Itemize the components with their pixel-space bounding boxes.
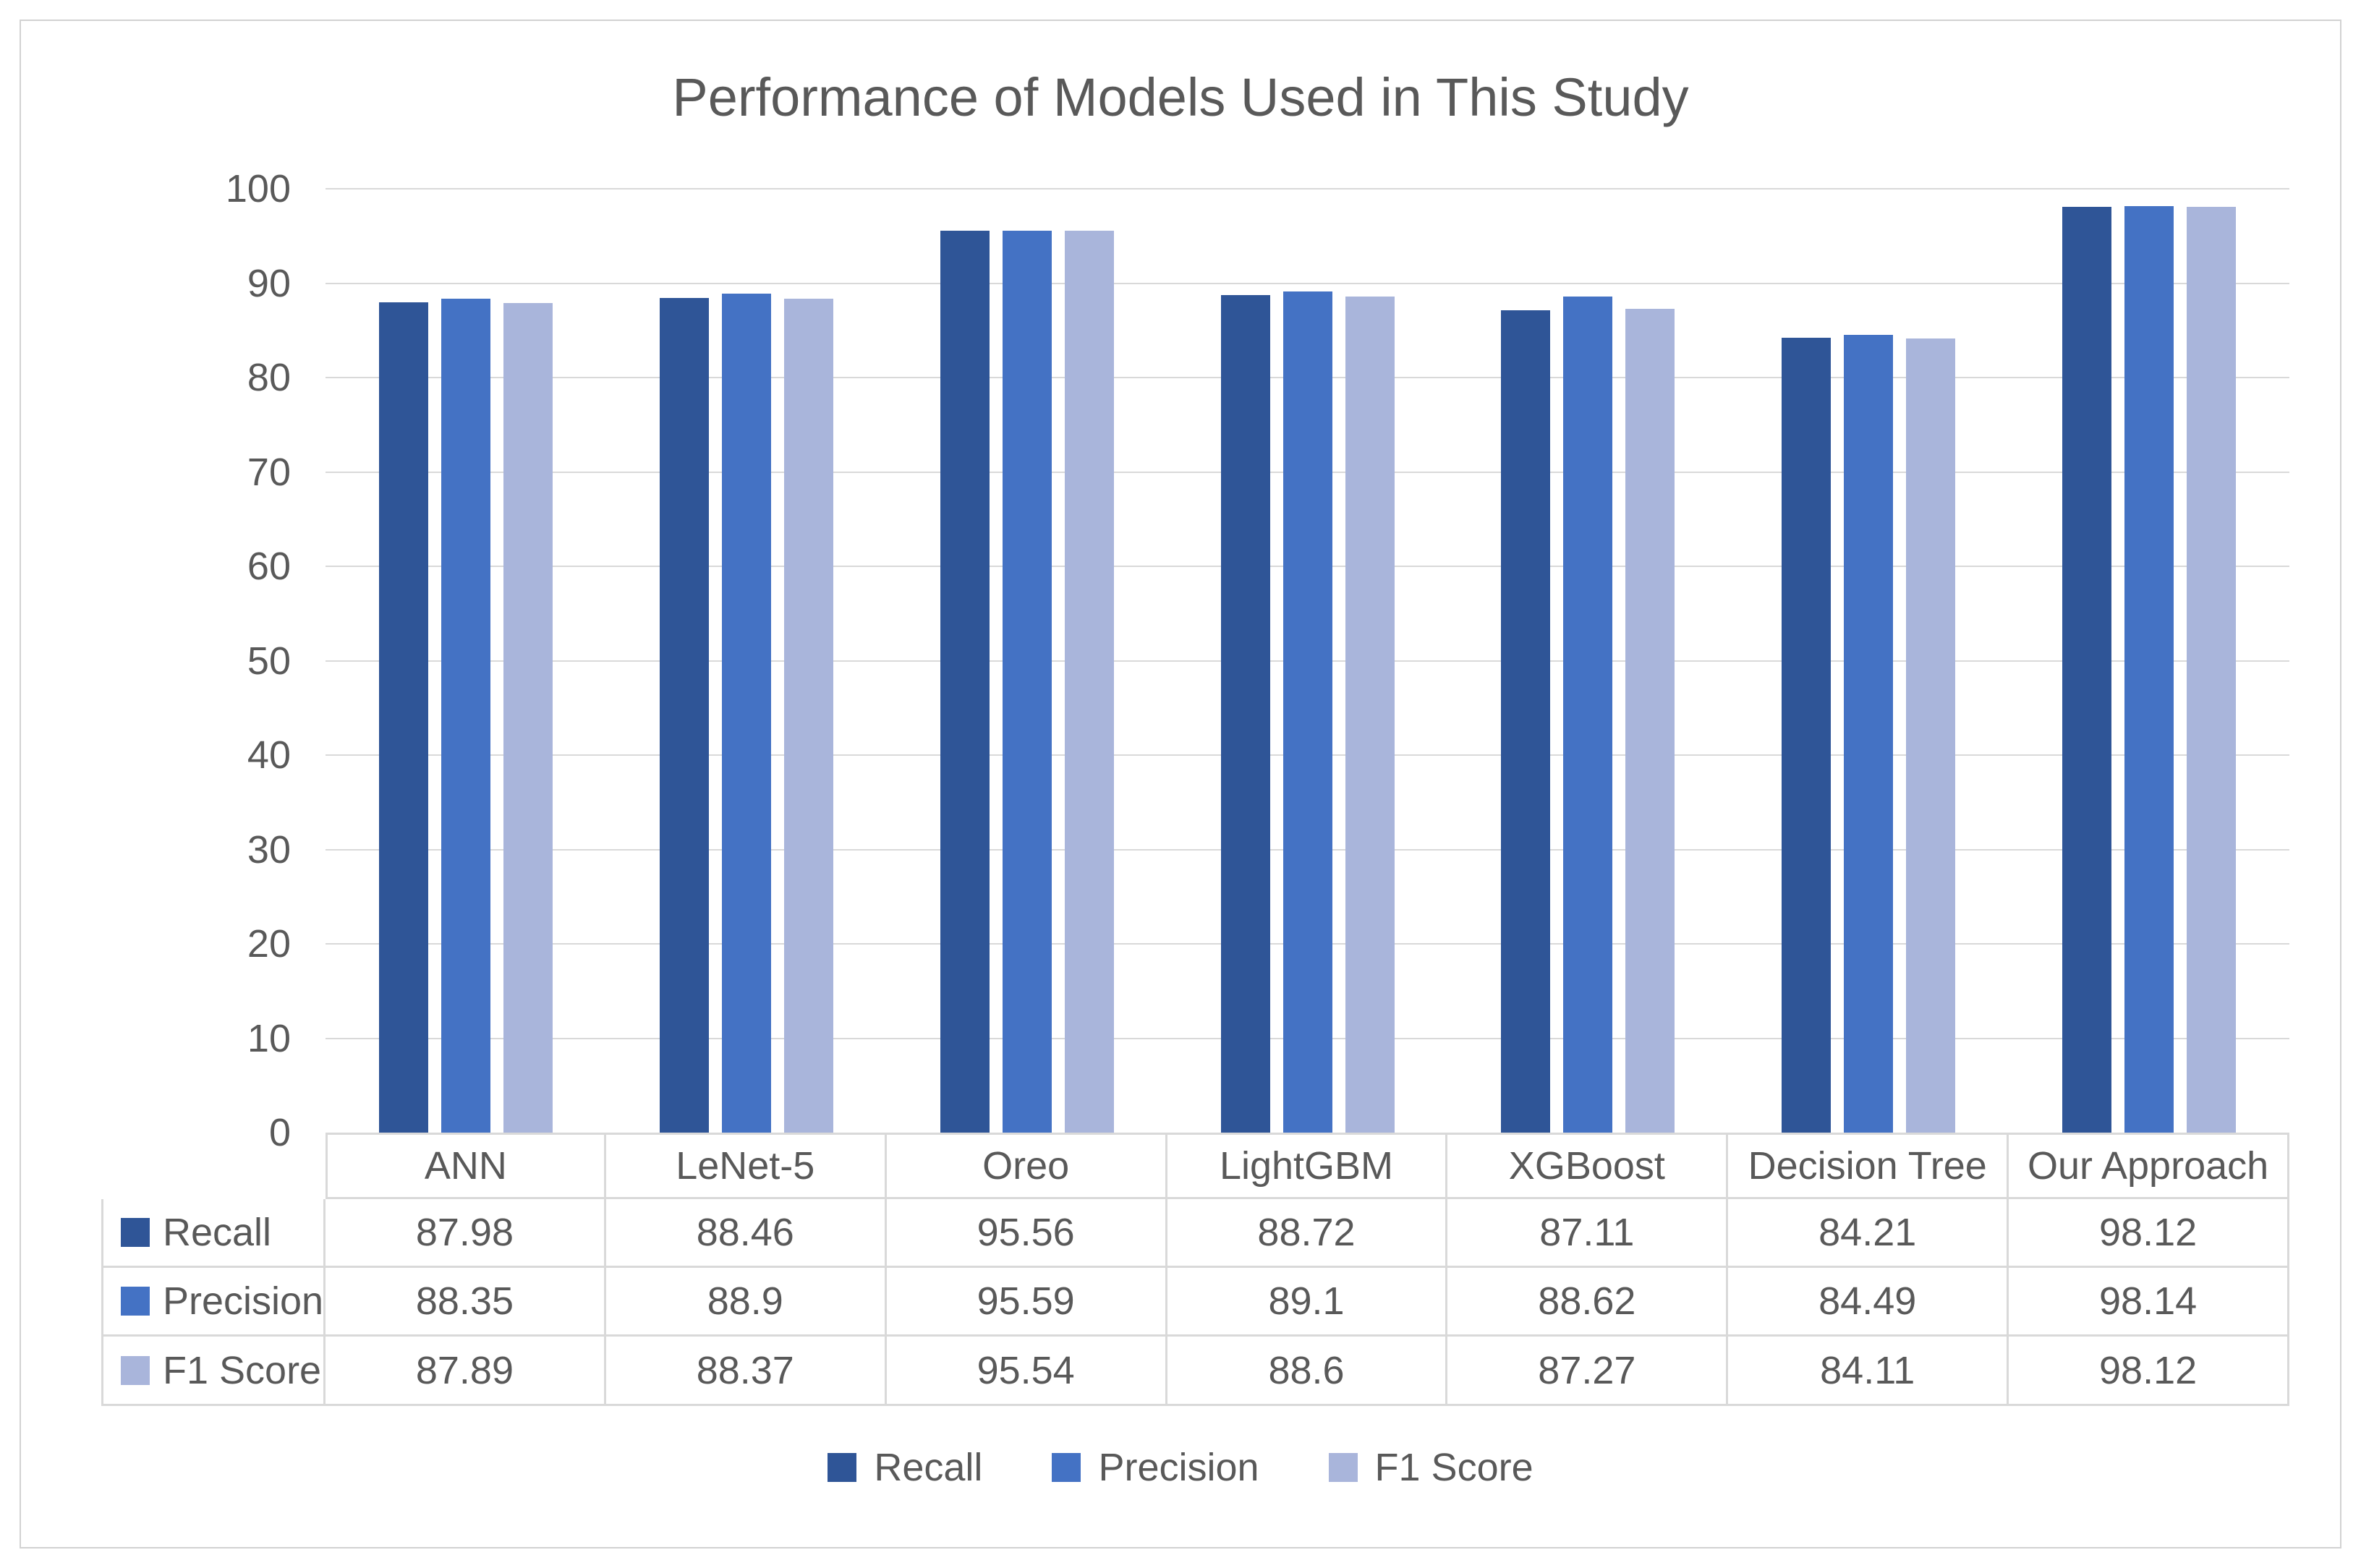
table-corner-cell [101,1133,326,1199]
legend-label: Precision [1098,1446,1259,1489]
legend-key-square [828,1453,857,1482]
table-value-cell: 98.12 [2009,1199,2289,1268]
table-category-header: LeNet-5 [605,1133,887,1199]
bar-group-xgboost [1447,189,1728,1133]
table-value-cell: 88.35 [326,1268,606,1337]
bar-recall [1501,310,1551,1133]
legend-item: Recall [828,1445,982,1490]
table-category-header: XGBoost [1447,1133,1729,1199]
bar-group-lightgbm [1167,189,1448,1133]
table-row-header: Precision [101,1268,326,1337]
chart-and-table-grid: 0 10 20 30 40 50 60 70 80 90 100 ANN LeNet-5 Oreo Lig… [101,169,2289,1406]
gridline [326,282,2289,284]
table-value-cell: 95.54 [886,1337,1167,1406]
y-tick-label: 50 [247,639,291,683]
bar-recall [2062,206,2112,1133]
table-category-header: Oreo [886,1133,1167,1199]
legend-key-square [1328,1453,1358,1482]
table-value-cell: 88.62 [1447,1268,1729,1337]
plot-area [326,188,2289,1133]
y-tick-label: 80 [247,356,291,399]
table-value-cell: 87.98 [326,1199,606,1268]
legend-label: F1 Score [1374,1446,1533,1489]
table-value-cell: 87.27 [1447,1337,1729,1406]
table-value-cell: 98.14 [2009,1268,2289,1337]
bar-precision [1844,335,1894,1133]
chart-frame: Performance of Models Used in This Study… [20,20,2341,1548]
y-tick-label: 40 [247,733,291,777]
table-category-header: LightGBM [1167,1133,1448,1199]
bar-group-decision-tree [1728,189,2009,1133]
bar-precision [2124,206,2174,1133]
y-tick-label: 10 [247,1016,291,1060]
table-category-header: ANN [326,1133,606,1199]
table-row-header: F1 Score [101,1337,326,1406]
chart-title: Performance of Models Used in This Study [672,67,1689,127]
table-value-cell: 84.11 [1728,1337,2009,1406]
table-value-cell: 88.6 [1167,1337,1448,1406]
y-tick-label: 60 [247,545,291,588]
legend-key-square [1052,1453,1081,1482]
table-row-header: Recall [101,1199,326,1268]
table-value-cell: 95.56 [886,1199,1167,1268]
bar-precision [441,299,490,1133]
bar-group-lenet-5 [606,189,887,1133]
table-value-cell: 84.21 [1728,1199,2009,1268]
table-value-cell: 87.11 [1447,1199,1729,1268]
table-value-cell: 88.37 [605,1337,887,1406]
legend-item: F1 Score [1328,1445,1533,1490]
bar-f1-score [1906,338,1956,1133]
bar-recall [378,302,428,1133]
bar-group-our-approach [2009,189,2289,1133]
table-category-header: Decision Tree [1728,1133,2009,1199]
table-category-header: Our Approach [2009,1133,2289,1199]
bar-f1-score [1345,296,1395,1133]
legend-key-square [121,1287,150,1316]
bar-group-ann [326,189,606,1133]
table-row-label: F1 Score [163,1348,322,1392]
bar-group-oreo [887,189,1167,1133]
table-value-cell: 88.46 [605,1199,887,1268]
gridline [326,188,2289,189]
bar-f1-score [503,303,553,1133]
chart-legend: Recall Precision F1 Score [21,1445,2340,1490]
y-tick-label: 0 [268,1111,291,1154]
table-value-cell: 89.1 [1167,1268,1448,1337]
bar-recall [940,230,990,1133]
bar-precision [1282,291,1332,1133]
bar-precision [1563,296,1613,1133]
table-value-cell: 87.89 [326,1337,606,1406]
legend-key-square [121,1218,150,1247]
y-tick-label: 90 [247,261,291,305]
y-tick-label: 20 [247,922,291,966]
bar-f1-score [2187,206,2237,1133]
table-value-cell: 84.49 [1728,1268,2009,1337]
table-value-cell: 88.9 [605,1268,887,1337]
legend-item: Precision [1052,1445,1259,1490]
bar-f1-score [783,298,833,1133]
y-tick-label: 70 [247,450,291,494]
bar-recall [1220,295,1270,1133]
bar-precision [1002,230,1052,1133]
y-tick-label: 30 [247,827,291,872]
bar-f1-score [1064,231,1114,1133]
legend-label: Recall [874,1446,983,1489]
bar-recall [1782,338,1832,1133]
bar-precision [721,293,771,1133]
table-row-label: Recall [163,1211,272,1254]
table-value-cell: 98.12 [2009,1337,2289,1406]
table-value-cell: 95.59 [886,1268,1167,1337]
bar-recall [659,297,709,1133]
legend-key-square [121,1355,150,1385]
table-row-label: Precision [163,1279,324,1323]
y-axis: 0 10 20 30 40 50 60 70 80 90 100 [101,169,326,1152]
y-tick-label: 100 [225,167,291,210]
bar-f1-score [1625,309,1675,1133]
table-value-cell: 88.72 [1167,1199,1448,1268]
